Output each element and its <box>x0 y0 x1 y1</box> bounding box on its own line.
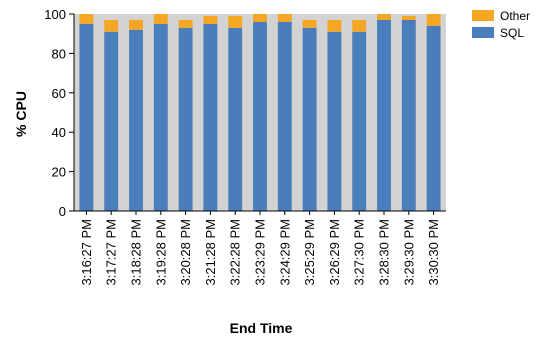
bar-sql-2 <box>104 31 119 212</box>
bar-sql-12 <box>352 31 367 212</box>
bar-other-11 <box>327 19 342 32</box>
bar-other-8 <box>253 14 267 22</box>
x-tick-label: 3:18:28 PM <box>129 219 144 286</box>
x-tick-label: 3:28:30 PM <box>377 219 392 286</box>
x-tick-label: 3:30:30 PM <box>426 219 441 286</box>
plot-area: 3:16:27 PM 3:17:27 PM 3:18:28 PM 3:19:28 PM… <box>44 7 446 286</box>
bar-other-4 <box>153 14 168 24</box>
bar-other-13 <box>377 14 391 20</box>
y-tick-label: 20 <box>52 165 66 180</box>
x-tick-label: 3:25:29 PM <box>302 219 317 286</box>
y-tick-label: 60 <box>52 86 66 101</box>
bar-other-14 <box>401 15 416 20</box>
bar-sql-6 <box>203 23 218 211</box>
x-tick-label: 3:27:30 PM <box>352 219 367 286</box>
x-axis-title: End Time <box>230 320 293 336</box>
y-tick-label: 80 <box>52 46 66 61</box>
bar-sql-14 <box>401 19 416 211</box>
bar-sql-5 <box>178 27 193 211</box>
legend-swatch-sql <box>472 27 494 38</box>
bar-other-6 <box>203 15 218 24</box>
bar-other-12 <box>352 19 367 32</box>
bar-sql-11 <box>327 31 342 212</box>
bar-sql-4 <box>153 23 168 211</box>
bar-other-10 <box>302 19 317 28</box>
x-tick-label: 3:21:28 PM <box>203 219 218 286</box>
x-tick-label: 3:26:29 PM <box>327 219 342 286</box>
x-tick-label: 3:16:27 PM <box>79 219 94 286</box>
x-tick-label: 3:22:28 PM <box>228 219 243 286</box>
bar-sql-10 <box>302 27 317 211</box>
legend-swatch-other <box>472 10 494 21</box>
y-tick-label: 40 <box>52 125 66 140</box>
x-tick-label: 3:17:27 PM <box>104 219 119 286</box>
y-axis-title: % CPU <box>13 91 29 137</box>
bar-sql-9 <box>277 21 292 211</box>
legend-label-sql: SQL <box>500 26 524 40</box>
legend-label-other: Other <box>500 9 530 23</box>
bar-other-3 <box>129 19 143 30</box>
legend: Other SQL <box>472 9 530 40</box>
y-tick-label: 100 <box>44 7 66 22</box>
x-tick-label: 3:23:29 PM <box>253 219 268 286</box>
bar-other-2 <box>104 19 119 32</box>
bar-other-9 <box>277 14 292 22</box>
bar-other-5 <box>178 19 193 28</box>
bar-sql-1 <box>79 23 94 211</box>
y-tick-label: 0 <box>59 204 66 219</box>
x-tick-label: 3:19:28 PM <box>153 219 168 286</box>
bar-other-1 <box>79 14 94 24</box>
bar-sql-8 <box>253 21 267 211</box>
bar-sql-3 <box>129 29 143 212</box>
x-tick-label: 3:20:28 PM <box>178 219 193 286</box>
bar-other-7 <box>228 15 243 28</box>
x-tick-label: 3:24:29 PM <box>277 219 292 286</box>
x-tick-label: 3:29:30 PM <box>401 219 416 286</box>
bar-sql-13 <box>377 19 391 211</box>
bar-sql-7 <box>228 27 243 211</box>
bar-sql-15 <box>426 25 441 211</box>
bar-other-15 <box>426 14 441 26</box>
